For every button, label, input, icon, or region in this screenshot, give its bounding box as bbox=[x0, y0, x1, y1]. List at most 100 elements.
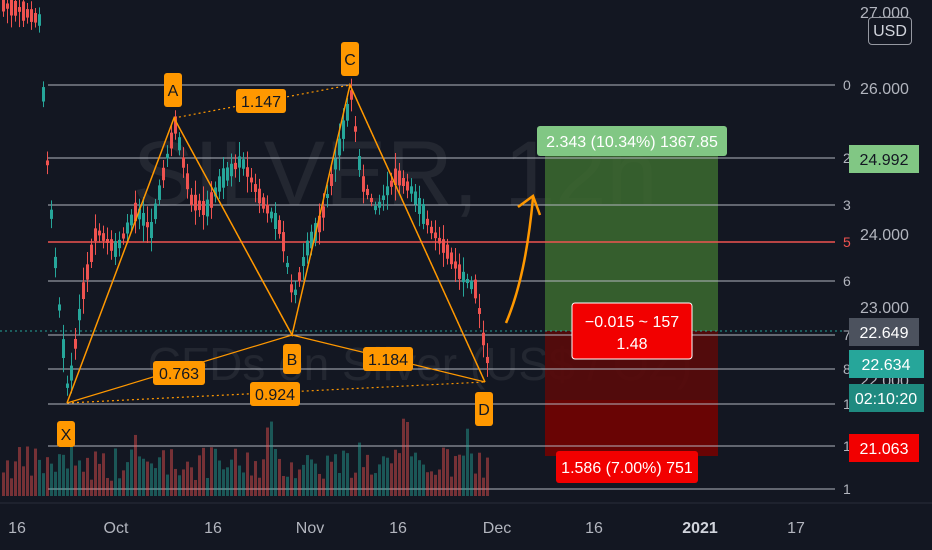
volume-bar bbox=[186, 461, 189, 496]
candle-body bbox=[118, 239, 121, 249]
volume-bar bbox=[306, 455, 309, 496]
candle-body bbox=[238, 156, 241, 168]
volume-bar bbox=[318, 473, 321, 496]
candle-body bbox=[38, 14, 41, 26]
x-tick-17-jan: 17 bbox=[787, 520, 805, 537]
projection-arrow-head bbox=[517, 194, 542, 216]
svg-text:1: 1 bbox=[843, 396, 851, 412]
volume-bar bbox=[338, 472, 341, 496]
volume-bar bbox=[454, 456, 457, 496]
volume-bar bbox=[422, 464, 425, 496]
candle-body bbox=[102, 233, 105, 241]
x-tick-dec: Dec bbox=[483, 520, 511, 537]
volume-bar bbox=[166, 474, 169, 496]
volume-bar bbox=[366, 454, 369, 496]
svg-text:0.763: 0.763 bbox=[159, 366, 199, 383]
candle-body bbox=[290, 284, 293, 293]
volume-bar bbox=[18, 447, 21, 496]
volume-bar bbox=[418, 460, 421, 496]
entry-label[interactable]: −0.015 ~ 157 1.48 bbox=[571, 302, 693, 360]
candle-body bbox=[206, 199, 209, 217]
point-label-c[interactable]: C bbox=[341, 42, 359, 76]
volume-bar bbox=[286, 476, 289, 496]
candle-body bbox=[30, 9, 33, 22]
candle-body bbox=[466, 278, 469, 284]
volume-bar bbox=[414, 452, 417, 496]
candle-body bbox=[110, 239, 113, 251]
candle-body bbox=[474, 279, 477, 299]
target-price-badge: 24.992 bbox=[849, 145, 919, 173]
candle-body bbox=[46, 160, 49, 166]
volume-bar bbox=[158, 457, 161, 496]
svg-text:1.586 (7.00%) 751: 1.586 (7.00%) 751 bbox=[561, 460, 693, 477]
volume-bar bbox=[114, 448, 117, 496]
candle-body bbox=[422, 204, 425, 224]
ratio-label-1147: 1.147 bbox=[236, 89, 286, 113]
volume-bar bbox=[46, 457, 49, 496]
volume-bar bbox=[222, 469, 225, 496]
point-a-text: A bbox=[168, 83, 179, 100]
bd-ratio-line bbox=[349, 84, 486, 383]
volume-bar bbox=[118, 478, 121, 496]
svg-text:6: 6 bbox=[843, 273, 851, 289]
candle-body bbox=[230, 163, 233, 177]
candle-body bbox=[18, 7, 21, 12]
volume-bar bbox=[406, 421, 409, 496]
candle-body bbox=[334, 158, 337, 170]
volume-bar bbox=[34, 448, 37, 496]
volume-bar bbox=[42, 473, 45, 496]
volume-bar bbox=[438, 469, 441, 496]
point-label-a[interactable]: A bbox=[164, 73, 182, 107]
target-label[interactable]: 2.343 (10.34%) 1367.85 bbox=[537, 126, 727, 156]
point-label-b[interactable]: B bbox=[283, 344, 301, 374]
volume-bar bbox=[322, 478, 325, 496]
volume-bar bbox=[258, 477, 261, 496]
time-axis[interactable]: 16 Oct 16 Nov 16 Dec 16 2021 17 bbox=[8, 520, 805, 537]
candle-body bbox=[378, 201, 381, 208]
candle-body bbox=[34, 12, 37, 23]
last-price-badge: 22.649 bbox=[849, 318, 919, 346]
candle-body bbox=[154, 203, 157, 220]
candle-body bbox=[90, 244, 93, 262]
candle-body bbox=[270, 211, 273, 219]
candle-body bbox=[386, 186, 389, 196]
volume-bar bbox=[274, 449, 277, 496]
candle-body bbox=[162, 167, 165, 181]
volume-bar bbox=[26, 446, 29, 496]
candle-body bbox=[166, 153, 169, 159]
volume-bar bbox=[474, 473, 477, 496]
volume-bar bbox=[330, 461, 333, 496]
candle-body bbox=[394, 168, 397, 185]
stop-label[interactable]: 1.586 (7.00%) 751 bbox=[556, 451, 698, 483]
candle-body bbox=[126, 222, 129, 234]
svg-text:22.649: 22.649 bbox=[860, 325, 909, 342]
candle-body bbox=[62, 339, 65, 358]
candle-body bbox=[66, 383, 69, 388]
volume-bar bbox=[354, 472, 357, 496]
candle-body bbox=[146, 222, 149, 228]
price-axis[interactable]: 27.000 26.000 24.000 23.000 22.000 bbox=[860, 5, 909, 390]
candle-body bbox=[186, 173, 189, 190]
candle-body bbox=[218, 176, 221, 192]
candle-body bbox=[286, 262, 289, 268]
point-label-d[interactable]: D bbox=[475, 392, 493, 426]
volume-bar bbox=[382, 456, 385, 496]
volume-bar bbox=[310, 459, 313, 496]
point-label-x[interactable]: X bbox=[57, 421, 75, 447]
svg-text:2.343 (10.34%) 1367.85: 2.343 (10.34%) 1367.85 bbox=[546, 134, 718, 151]
volume-bar bbox=[110, 480, 113, 496]
svg-text:22.634: 22.634 bbox=[862, 357, 911, 374]
volume-bar bbox=[478, 452, 481, 496]
volume-bar bbox=[78, 460, 81, 496]
volume-bar bbox=[434, 474, 437, 496]
volume-bar bbox=[282, 475, 285, 496]
candle-body bbox=[406, 181, 409, 191]
candle-body bbox=[470, 280, 473, 290]
volume-bar bbox=[102, 453, 105, 496]
currency-button[interactable]: USD bbox=[868, 17, 912, 45]
volume-bar bbox=[410, 456, 413, 496]
candle-body bbox=[122, 233, 125, 239]
svg-text:1: 1 bbox=[843, 438, 851, 454]
